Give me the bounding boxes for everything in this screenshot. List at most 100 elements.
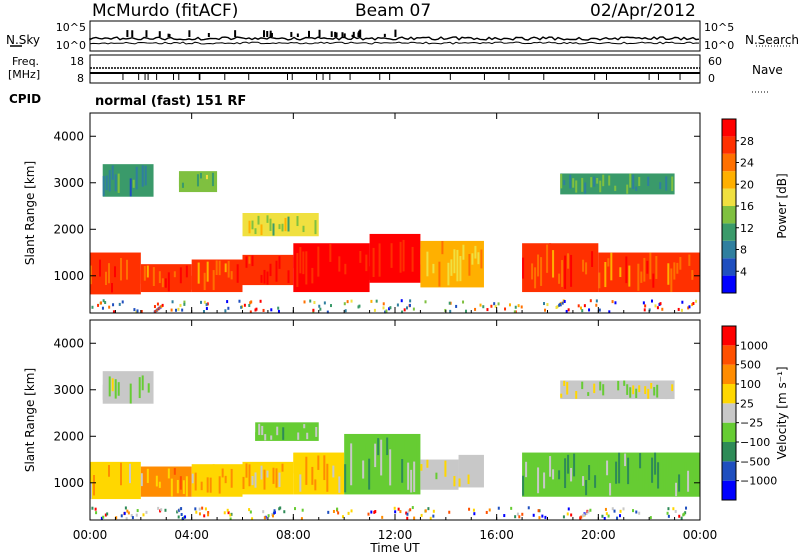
power-colorbar-tick-label: 4 xyxy=(740,265,747,278)
velocity-noise-cell xyxy=(301,508,304,512)
power-cell xyxy=(132,179,135,188)
power-colorbar-swatch xyxy=(722,171,736,189)
velocity-cell xyxy=(126,464,128,489)
power-noise-cell xyxy=(104,301,107,305)
power-cell xyxy=(411,246,414,272)
noise-panel-frame xyxy=(89,20,701,52)
power-cell xyxy=(396,253,399,282)
power-cell xyxy=(293,257,296,269)
velocity-cell xyxy=(263,469,266,490)
power-cell xyxy=(691,270,694,280)
power-noise-cell xyxy=(270,308,273,312)
power-noise-cell xyxy=(543,302,546,306)
power-cell xyxy=(338,256,341,272)
power-cell xyxy=(272,266,275,285)
power-cell xyxy=(441,241,444,255)
velocity-cell xyxy=(615,461,618,484)
power-cell xyxy=(202,174,205,183)
velocity-cell xyxy=(593,383,596,394)
velocity-cell xyxy=(155,475,158,487)
power-noise-cell xyxy=(100,301,103,305)
power-y-axis-label: Slant Range [km] xyxy=(23,161,37,265)
power-noise-cell xyxy=(567,308,570,312)
power-cell xyxy=(179,267,182,284)
power-cell xyxy=(260,274,263,283)
velocity-cell xyxy=(656,384,659,398)
power-cell xyxy=(132,282,134,293)
velocity-noise-cell xyxy=(566,512,569,516)
power-cell xyxy=(359,251,362,263)
power-cell xyxy=(111,283,113,293)
velocity-cell xyxy=(636,453,639,481)
velocity-noise-cell xyxy=(123,511,126,515)
velocity-noise-cell xyxy=(203,514,206,518)
velocity-cell xyxy=(203,470,206,492)
velocity-colorbar-tick-label: 100 xyxy=(740,378,761,391)
velocity-cell xyxy=(611,385,614,397)
velocity-noise-cell xyxy=(514,515,517,519)
velocity-noise-cell xyxy=(532,513,535,517)
power-colorbar-swatch xyxy=(722,223,736,241)
power-noise-cell xyxy=(656,306,659,310)
velocity-noise-cell xyxy=(201,506,204,510)
power-cell xyxy=(126,181,129,195)
velocity-cell xyxy=(566,382,569,395)
power-cell xyxy=(384,247,387,261)
velocity-noise-cell xyxy=(613,509,616,513)
power-cell xyxy=(605,182,608,193)
power-cell xyxy=(390,243,393,268)
velocity-noise-cell xyxy=(582,513,585,517)
velocity-cell xyxy=(311,466,314,485)
velocity-noise-cell xyxy=(176,510,179,514)
velocity-cell xyxy=(332,465,335,478)
x-tick-label: 08:00 xyxy=(276,528,311,542)
power-noise-cell xyxy=(455,304,458,308)
power-noise-cell xyxy=(97,303,100,307)
power-noise-cell xyxy=(350,299,353,303)
velocity-cell xyxy=(93,475,95,496)
power-noise-cell xyxy=(644,304,647,308)
velocity-noise-cell xyxy=(95,511,98,515)
power-cell xyxy=(668,181,671,192)
velocity-cell xyxy=(266,470,269,478)
velocity-cell xyxy=(429,468,432,486)
velocity-cell xyxy=(525,461,528,478)
power-noise-cell xyxy=(482,305,485,309)
power-noise-cell xyxy=(643,308,646,312)
velocity-cell xyxy=(294,430,297,436)
power-cell xyxy=(272,223,275,236)
power-noise-cell xyxy=(611,300,614,304)
power-noise-cell xyxy=(448,301,451,305)
velocity-cell xyxy=(182,480,185,494)
power-cell xyxy=(93,265,95,279)
power-noise-cell xyxy=(277,309,280,313)
power-cell xyxy=(120,257,122,281)
velocity-noise-cell xyxy=(432,509,435,513)
power-noise-cell xyxy=(177,307,180,311)
power-noise-cell xyxy=(156,302,159,306)
velocity-cell xyxy=(123,479,125,489)
power-cell xyxy=(155,270,158,284)
power-noise-cell xyxy=(490,304,493,308)
power-noise-cell xyxy=(118,302,121,306)
power-noise-cell xyxy=(577,304,580,308)
velocity-noise-cell xyxy=(249,510,252,514)
velocity-noise-cell xyxy=(635,510,638,514)
power-cell xyxy=(105,271,107,286)
velocity-noise-cell xyxy=(198,507,201,511)
power-cell xyxy=(567,253,570,269)
velocity-cell xyxy=(579,459,582,472)
velocity-cell xyxy=(662,387,665,392)
power-noise-cell xyxy=(174,308,177,312)
velocity-cell xyxy=(105,376,108,395)
power-noise-cell xyxy=(108,305,111,309)
velocity-cell xyxy=(138,377,141,399)
power-colorbar-tick-label: 28 xyxy=(740,135,754,148)
velocity-noise-cell xyxy=(263,516,266,520)
velocity-noise-cell xyxy=(666,511,669,515)
power-cell xyxy=(631,261,634,273)
power-noise-cell xyxy=(206,302,209,306)
velocity-noise-cell xyxy=(649,516,652,520)
power-noise-cell xyxy=(497,302,500,306)
power-colorbar-tick-label: 16 xyxy=(740,200,754,213)
